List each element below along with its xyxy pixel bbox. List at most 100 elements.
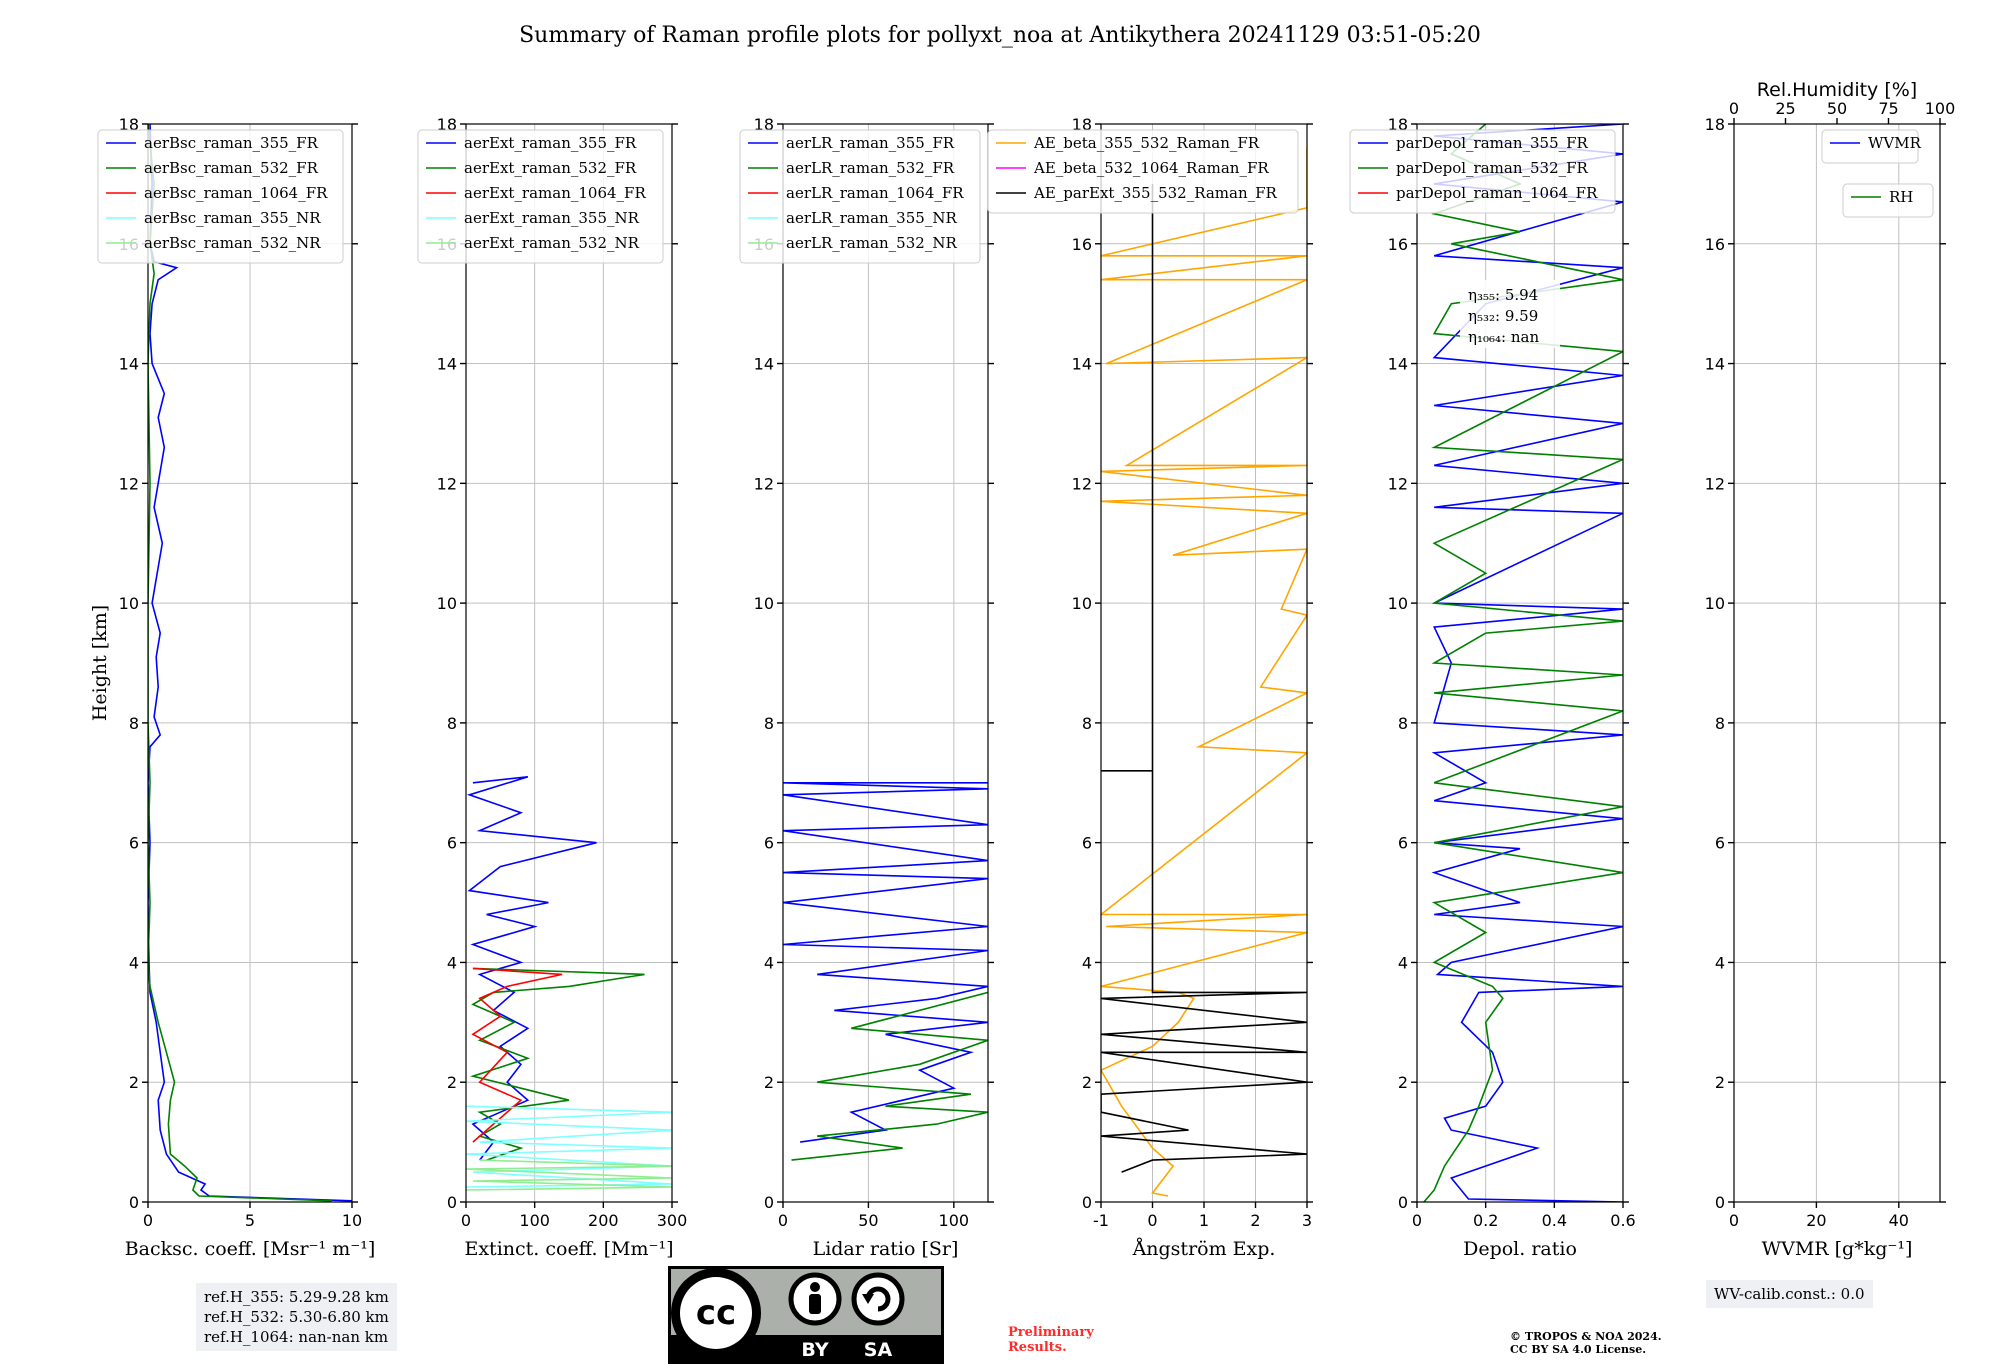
legend-label: WVMR (1868, 134, 1922, 152)
series-group (1423, 124, 1623, 1202)
y-tick-label: 2 (129, 1073, 139, 1092)
axes-frame (1416, 123, 1624, 1203)
top-x-tick-label: 25 (1775, 99, 1795, 118)
legend-label: aerLR_raman_355_NR (786, 209, 957, 227)
x-tick-label: 100 (519, 1211, 550, 1230)
y-tick-label: 10 (1705, 594, 1725, 613)
ref-height-355: ref.H_355: 5.29-9.28 km (204, 1288, 389, 1306)
legend: aerLR_raman_355_FR aerLR_raman_532_FR aerL… (739, 129, 981, 264)
legend: RH (1842, 183, 1934, 218)
preliminary-line-1: Preliminary (1008, 1325, 1094, 1340)
y-tick-label: 4 (447, 953, 457, 972)
series-line-AE_beta_355_532_Raman_FR (1101, 148, 1307, 1197)
legend-label: aerBsc_raman_1064_FR (144, 184, 328, 202)
legend-label: aerExt_raman_532_FR (464, 159, 637, 177)
eta-annotation: η₃₅₅: 5.94 η₅₃₂: 9.59 η₁₀₆₄: nan (1460, 280, 1560, 348)
sa-arrow-arc (865, 1286, 891, 1312)
y-tick-label: 2 (1082, 1073, 1092, 1092)
series-line-aerBsc_raman_355_FR (148, 124, 352, 1202)
figure-title: Summary of Raman profile plots for polly… (519, 23, 1481, 48)
legend-label: aerBsc_raman_532_FR (144, 159, 319, 177)
y-tick-label: 6 (764, 834, 774, 853)
y-tick-label: 14 (1705, 355, 1725, 374)
legend: parDepol_raman_355_FR parDepol_raman_532_… (1349, 129, 1616, 214)
y-tick-label: 2 (1398, 1073, 1408, 1092)
reference-height-box: ref.H_355: 5.29-9.28 km ref.H_532: 5.30-… (196, 1283, 397, 1351)
y-tick-label: 10 (437, 594, 457, 613)
y-tick-label: 14 (437, 355, 457, 374)
y-tick-label: 0 (1715, 1193, 1725, 1212)
y-tick-label: 18 (1388, 115, 1408, 134)
x-tick-label: 0 (143, 1211, 153, 1230)
series-group (1101, 148, 1307, 1197)
top-x-tick-label: 100 (1925, 99, 1956, 118)
y-tick-label: 2 (447, 1073, 457, 1092)
series-line-aerLR_raman_532_FR (791, 991, 988, 1161)
legend-label: aerExt_raman_355_FR (464, 134, 637, 152)
y-tick-label: 6 (447, 834, 457, 853)
top-x-axis-label: Rel.Humidity [%] (1757, 79, 1917, 101)
x-axis-label: Extinct. coeff. [Mm⁻¹] (464, 1238, 673, 1260)
sa-arrow-head (862, 1294, 874, 1304)
legend-box (97, 129, 344, 264)
x-tick-label: 300 (657, 1211, 688, 1230)
legend-box (1842, 183, 1934, 218)
axes-frame (1733, 123, 1941, 1203)
preliminary-line-2: Results. (1008, 1340, 1067, 1355)
legend-label: aerBsc_raman_532_NR (144, 234, 321, 252)
x-tick-label: 0 (1147, 1211, 1157, 1230)
x-tick-label: 100 (939, 1211, 970, 1230)
legend-label: RH (1889, 188, 1913, 206)
series-group (783, 781, 988, 1161)
legend-label: aerLR_raman_532_FR (786, 159, 955, 177)
y-tick-label: 6 (1715, 834, 1725, 853)
x-tick-label: 200 (588, 1211, 619, 1230)
x-tick-label: 2 (1250, 1211, 1260, 1230)
x-tick-label: 20 (1806, 1211, 1826, 1230)
legend-label: AE_parExt_355_532_Raman_FR (1033, 184, 1278, 202)
by-label: BY (801, 1339, 828, 1361)
cc-circle-inner (680, 1277, 752, 1349)
preliminary-results-note: Preliminary Results. (1008, 1325, 1094, 1355)
y-tick-label: 12 (1388, 474, 1408, 493)
y-tick-label: 12 (754, 474, 774, 493)
x-axis-label: Lidar ratio [Sr] (813, 1238, 959, 1260)
x-tick-label: 40 (1889, 1211, 1909, 1230)
y-tick-label: 16 (1388, 235, 1408, 254)
y-tick-label: 18 (1705, 115, 1725, 134)
series-line-parDepol_raman_532_FR (1423, 124, 1623, 1202)
y-tick-label: 8 (1715, 714, 1725, 733)
series-line-aerLR_raman_355_FR (783, 781, 988, 1143)
copyright-note: © TROPOS & NOA 2024. CC BY SA 4.0 Licens… (1510, 1330, 1662, 1356)
y-tick-label: 4 (764, 953, 774, 972)
series-line-aerBsc_raman_532_FR (148, 124, 332, 1202)
series-line-AE_parExt_355_532_Raman_FR (1101, 183, 1307, 1173)
y-tick-label: 18 (754, 115, 774, 134)
by-person-body (809, 1294, 821, 1314)
wv-calibration-box: WV-calib.const.: 0.0 (1706, 1280, 1873, 1308)
series-group (148, 124, 352, 1202)
x-tick-label: 0.6 (1610, 1211, 1635, 1230)
x-tick-label: 10 (342, 1211, 362, 1230)
sa-label: SA (864, 1339, 893, 1361)
series-line-aerExt_raman_355_FR (466, 776, 597, 1161)
legend-label: aerLR_raman_532_NR (786, 234, 957, 252)
legend-label: parDepol_raman_1064_FR (1396, 184, 1598, 202)
y-tick-label: 14 (1388, 355, 1408, 374)
y-tick-label: 0 (447, 1193, 457, 1212)
legend-label: aerLR_raman_1064_FR (786, 184, 964, 202)
axes-frame (782, 123, 989, 1203)
y-tick-label: 12 (1705, 474, 1725, 493)
y-tick-label: 14 (754, 355, 774, 374)
series-line-aerExt_raman_532_FR (470, 967, 645, 1161)
x-tick-label: 0 (1729, 1211, 1739, 1230)
y-tick-label: 0 (764, 1193, 774, 1212)
legend-box (417, 129, 664, 264)
ref-height-532: ref.H_532: 5.30-6.80 km (204, 1308, 389, 1326)
y-tick-label: 10 (1388, 594, 1408, 613)
y-tick-label: 8 (129, 714, 139, 733)
legend: WVMR (1821, 129, 1922, 164)
